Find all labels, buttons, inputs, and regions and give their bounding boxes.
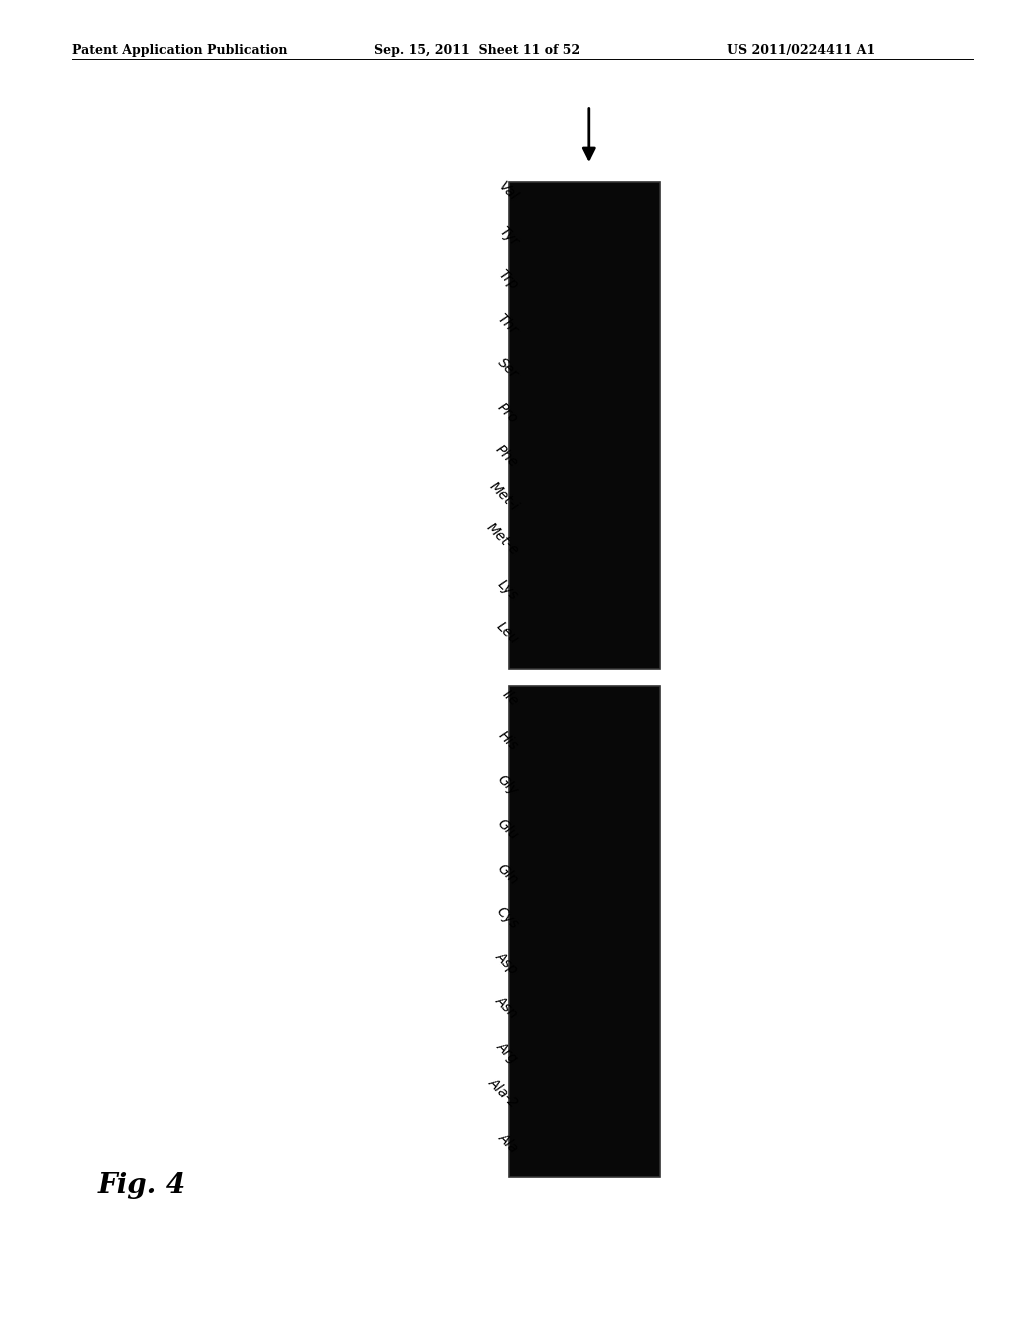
Text: Gln: Gln [495, 861, 521, 887]
Text: Met-i: Met-i [486, 479, 521, 515]
Text: Val: Val [496, 180, 521, 205]
Text: US 2011/0224411 A1: US 2011/0224411 A1 [727, 44, 876, 57]
Text: Lys: Lys [495, 577, 521, 603]
Text: His: His [496, 729, 521, 754]
Bar [509, 686, 660, 1177]
Text: Arg: Arg [494, 1039, 521, 1065]
Text: Gly: Gly [495, 772, 521, 799]
Text: Ala: Ala [496, 1130, 521, 1155]
Text: Asp: Asp [493, 949, 521, 977]
Text: Cys: Cys [494, 904, 521, 932]
Text: Glu: Glu [495, 816, 521, 842]
Text: Fig. 4: Fig. 4 [97, 1172, 185, 1199]
Text: Ser: Ser [495, 355, 521, 381]
Text: Pro: Pro [495, 400, 521, 425]
Text: Met-e: Met-e [483, 520, 521, 558]
Text: Phe: Phe [493, 442, 521, 470]
Text: Trp: Trp [496, 268, 521, 293]
Text: Thr: Thr [495, 312, 521, 337]
Text: Sep. 15, 2011  Sheet 11 of 52: Sep. 15, 2011 Sheet 11 of 52 [374, 44, 580, 57]
Text: Tyr: Tyr [496, 223, 521, 248]
Text: Asn: Asn [493, 993, 521, 1022]
Text: Patent Application Publication: Patent Application Publication [72, 44, 287, 57]
Text: Ile: Ile [500, 688, 521, 709]
Text: Ala-2: Ala-2 [485, 1076, 521, 1110]
Bar [509, 182, 660, 669]
Text: Leu: Leu [494, 619, 521, 647]
